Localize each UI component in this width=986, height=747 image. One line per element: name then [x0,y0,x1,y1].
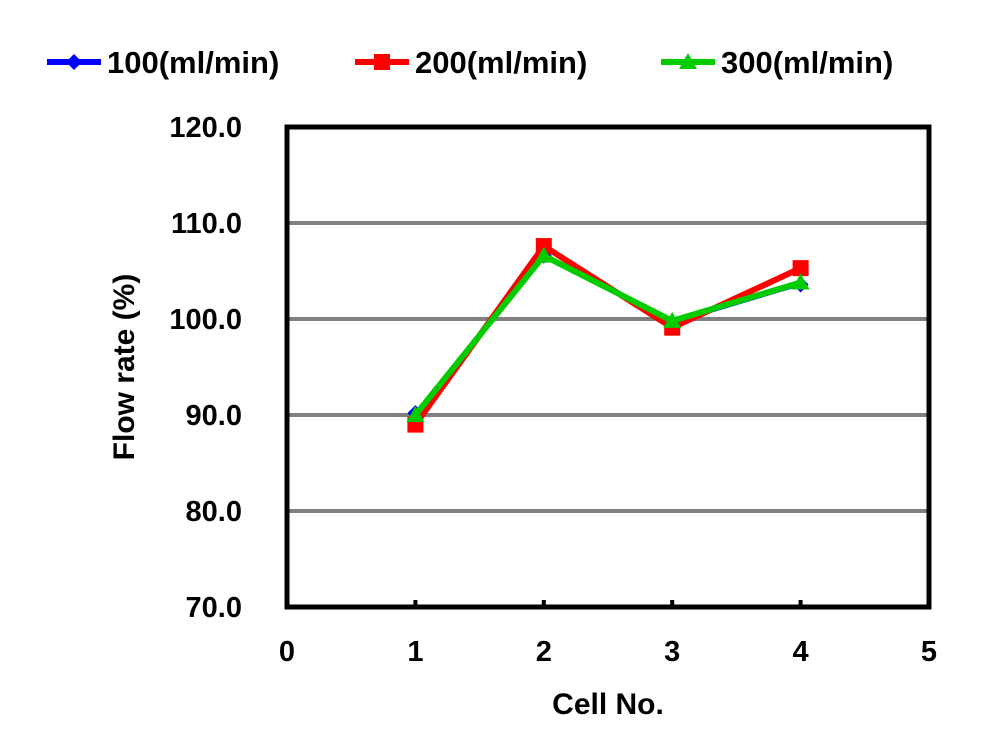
gridlines [287,221,929,513]
series-2 [407,238,809,433]
y-tick-label: 70.0 [186,592,242,624]
data-point [535,238,552,255]
x-tick-label: 0 [279,636,295,668]
y-tick-label: 110.0 [171,208,242,240]
x-tick-label: 5 [921,636,937,668]
legend-marker [374,54,390,70]
data-point [663,311,682,328]
x-axis-tick-labels: 0 1 2 3 4 5 [279,636,937,668]
legend-label: 100(ml/min) [107,45,279,80]
series-lines [406,238,810,433]
y-tick-label: 120.0 [169,112,242,144]
data-point [791,273,810,290]
y-tick-label: 80.0 [186,496,242,528]
y-axis-tick-labels: 120.0 110.0 100.0 90.0 80.0 70.0 [169,112,242,624]
plot-area [284,124,932,610]
series-line [413,252,802,417]
legend-marker [679,53,697,69]
y-tick-label: 90.0 [186,400,242,432]
data-point [792,260,809,277]
data-point [534,246,553,263]
legend: 100(ml/min) 200(ml/min) 300(ml/min) [47,45,893,80]
y-axis-title: Flow rate (%) [108,274,141,461]
x-tick-label: 4 [793,636,809,668]
legend-item: 200(ml/min) [355,45,587,80]
legend-item: 100(ml/min) [47,45,279,80]
series-line [412,243,802,427]
legend-label: 300(ml/min) [721,45,893,80]
legend-item: 300(ml/min) [661,45,893,80]
series-3 [406,246,810,422]
series-1 [407,247,809,422]
x-tick-label: 1 [407,636,423,668]
y-tick-label: 100.0 [169,304,242,336]
x-tick-label: 2 [536,636,552,668]
data-point [406,406,425,422]
x-tick-label: 3 [664,636,680,668]
legend-label: 200(ml/min) [415,45,587,80]
x-axis-title: Cell No. [552,688,664,721]
axis-ticks [413,600,803,608]
legend-marker [66,54,82,70]
series-line [414,254,802,415]
